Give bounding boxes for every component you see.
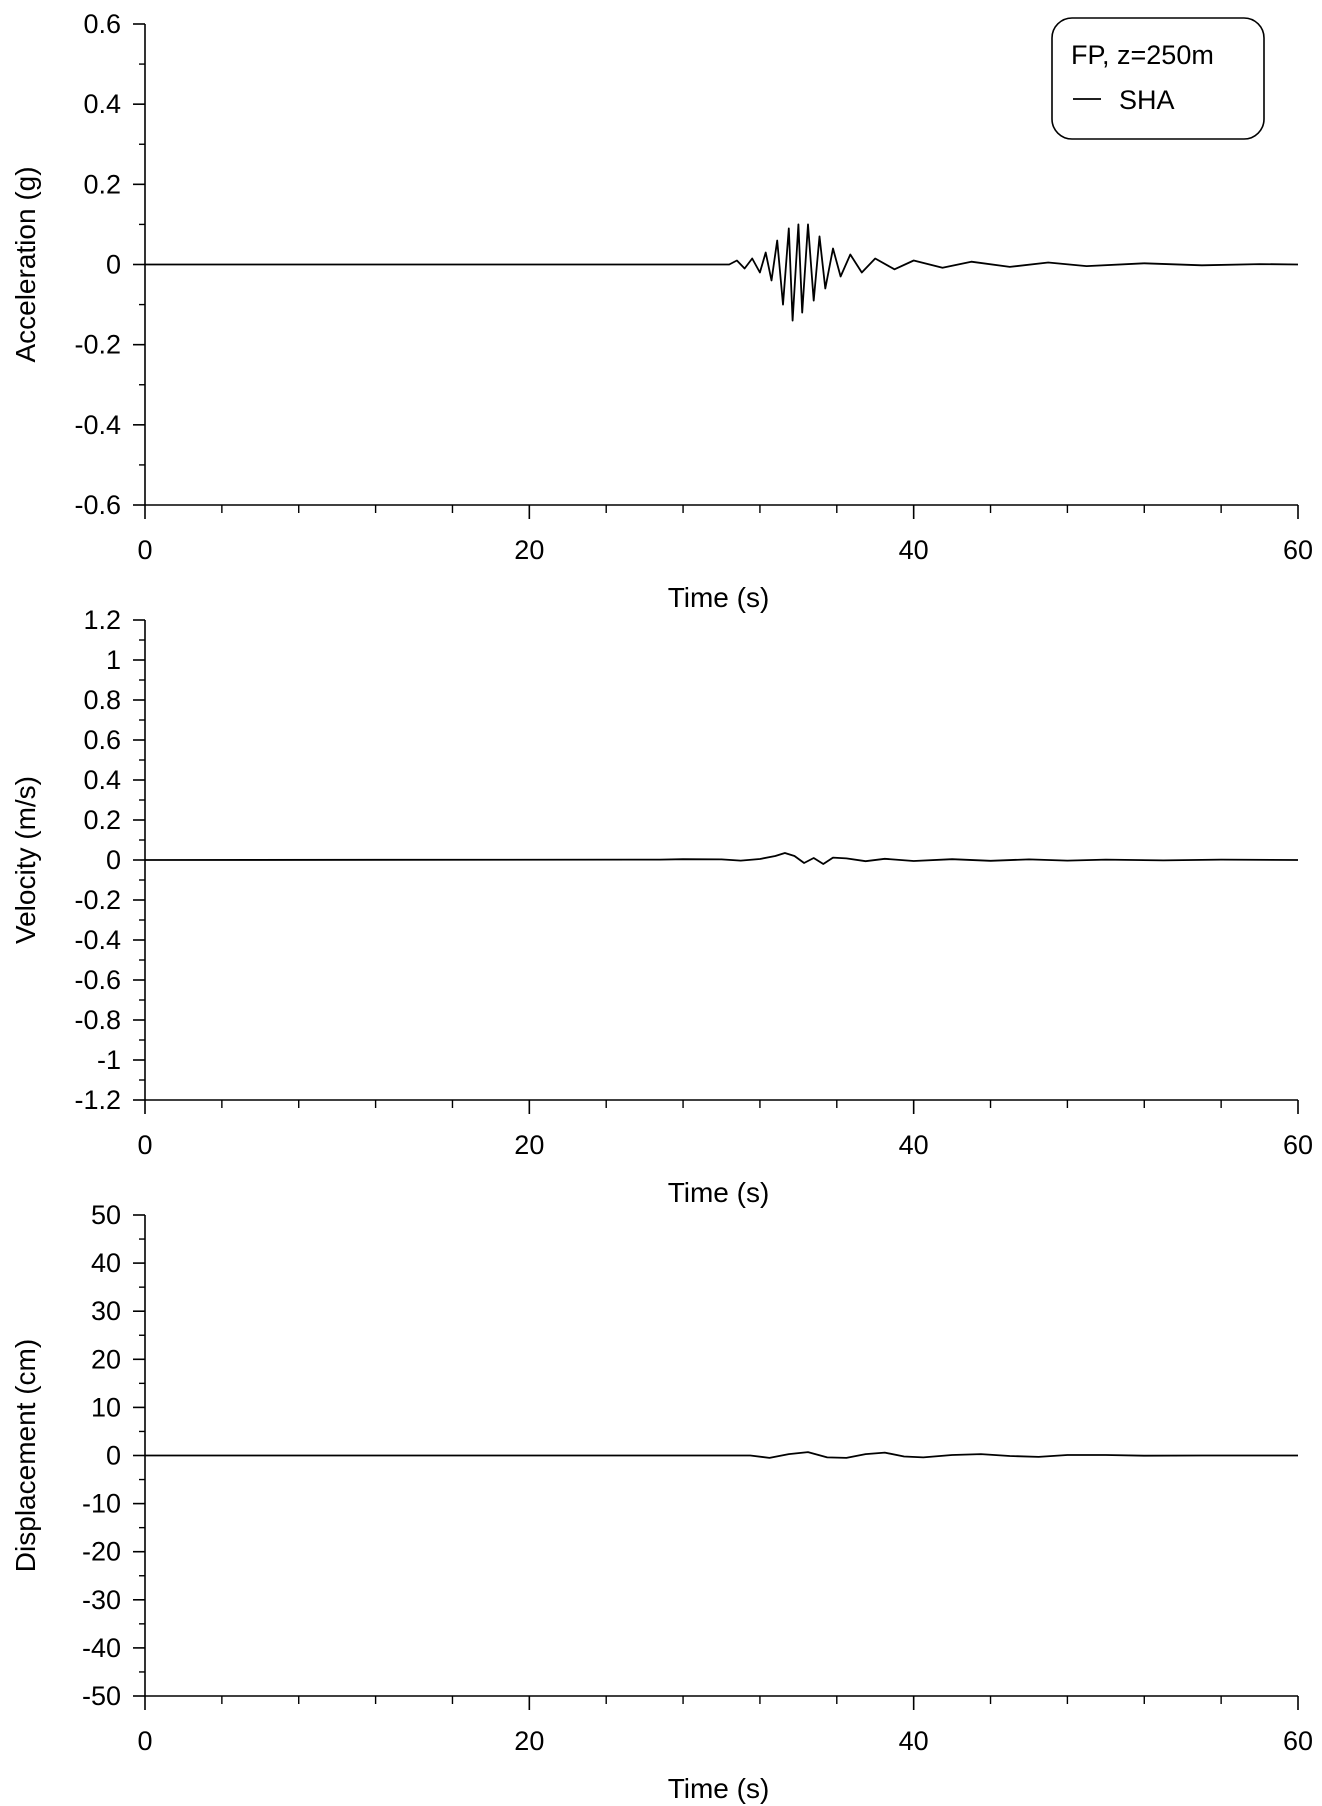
x-tick-label: 0 bbox=[137, 1130, 152, 1160]
x-tick-label: 20 bbox=[514, 1726, 544, 1756]
y-tick-label: 50 bbox=[91, 1200, 121, 1230]
x-tick-label: 20 bbox=[514, 1130, 544, 1160]
y-tick-label: 10 bbox=[91, 1392, 121, 1422]
x-tick-label: 40 bbox=[899, 535, 929, 565]
displacement-panel: -50 -40 -30 -20 -10 0 10 20 30 40 50 0 20 40 60 Time (s… bbox=[10, 1200, 1313, 1804]
x-tick-label: 60 bbox=[1283, 1130, 1313, 1160]
y-tick-label: -30 bbox=[82, 1585, 121, 1615]
y-tick-label: 0 bbox=[106, 1441, 121, 1471]
legend-entry: SHA bbox=[1119, 85, 1175, 115]
y-tick-label: 40 bbox=[91, 1248, 121, 1278]
y-tick-label: -0.2 bbox=[74, 330, 121, 360]
acceleration-panel: -0.6 -0.4 -0.2 0 0.2 0.4 0.6 0 20 40 60 Time (s) Acc… bbox=[10, 9, 1313, 613]
y-tick-label: -40 bbox=[82, 1633, 121, 1663]
y-tick-label: -10 bbox=[82, 1489, 121, 1519]
y-tick-label: 0.6 bbox=[83, 9, 121, 39]
y-tick-label: 0.2 bbox=[83, 169, 121, 199]
velocity-panel: -1.2 -1 -0.8 -0.6 -0.4 -0.2 0 0.2 0.4 0.6 0.8 1 1.2 0… bbox=[10, 605, 1313, 1208]
x-tick-label: 40 bbox=[899, 1130, 929, 1160]
series-line-sha bbox=[145, 223, 1299, 322]
y-tick-label: 0.6 bbox=[83, 725, 121, 755]
x-axis-title: Time (s) bbox=[668, 1177, 770, 1208]
y-tick-label: -0.4 bbox=[74, 925, 121, 955]
y-tick-label: 20 bbox=[91, 1344, 121, 1374]
y-tick-label: 0 bbox=[106, 250, 121, 280]
y-tick-label: -50 bbox=[82, 1681, 121, 1711]
x-tick-label: 60 bbox=[1283, 535, 1313, 565]
acceleration-axis-title: Acceleration (g) bbox=[10, 166, 41, 362]
y-tick-label: 0.4 bbox=[83, 765, 121, 795]
y-tick-label: -0.6 bbox=[74, 490, 121, 520]
displacement-axis-title: Displacement (cm) bbox=[10, 1339, 41, 1572]
x-tick-label: 0 bbox=[137, 1726, 152, 1756]
y-tick-label: -0.2 bbox=[74, 885, 121, 915]
x-tick-label: 40 bbox=[899, 1726, 929, 1756]
y-tick-label: 0.8 bbox=[83, 685, 121, 715]
y-tick-label: -0.8 bbox=[74, 1005, 121, 1035]
y-tick-label: -1 bbox=[97, 1045, 121, 1075]
series-line-sha bbox=[144, 852, 1299, 865]
x-tick-label: 60 bbox=[1283, 1726, 1313, 1756]
velocity-axis-title: Velocity (m/s) bbox=[10, 776, 41, 944]
y-tick-label: -20 bbox=[82, 1537, 121, 1567]
y-tick-label: 1.2 bbox=[83, 605, 121, 635]
y-tick-label: -0.4 bbox=[74, 410, 121, 440]
y-tick-label: -0.6 bbox=[74, 965, 121, 995]
legend-box bbox=[1051, 17, 1265, 140]
x-axis-title: Time (s) bbox=[668, 582, 770, 613]
y-tick-label: 0 bbox=[106, 845, 121, 875]
x-tick-label: 20 bbox=[514, 535, 544, 565]
legend: FP, z=250m SHA bbox=[1051, 17, 1265, 140]
y-tick-label: 30 bbox=[91, 1296, 121, 1326]
legend-title: FP, z=250m bbox=[1071, 40, 1214, 70]
x-tick-label: 0 bbox=[137, 535, 152, 565]
y-tick-label: -1.2 bbox=[74, 1085, 121, 1115]
series-line-sha bbox=[145, 1451, 1298, 1459]
x-axis-title: Time (s) bbox=[668, 1773, 770, 1804]
y-tick-label: 0.2 bbox=[83, 805, 121, 835]
y-tick-label: 0.4 bbox=[83, 89, 121, 119]
y-tick-label: 1 bbox=[106, 645, 121, 675]
